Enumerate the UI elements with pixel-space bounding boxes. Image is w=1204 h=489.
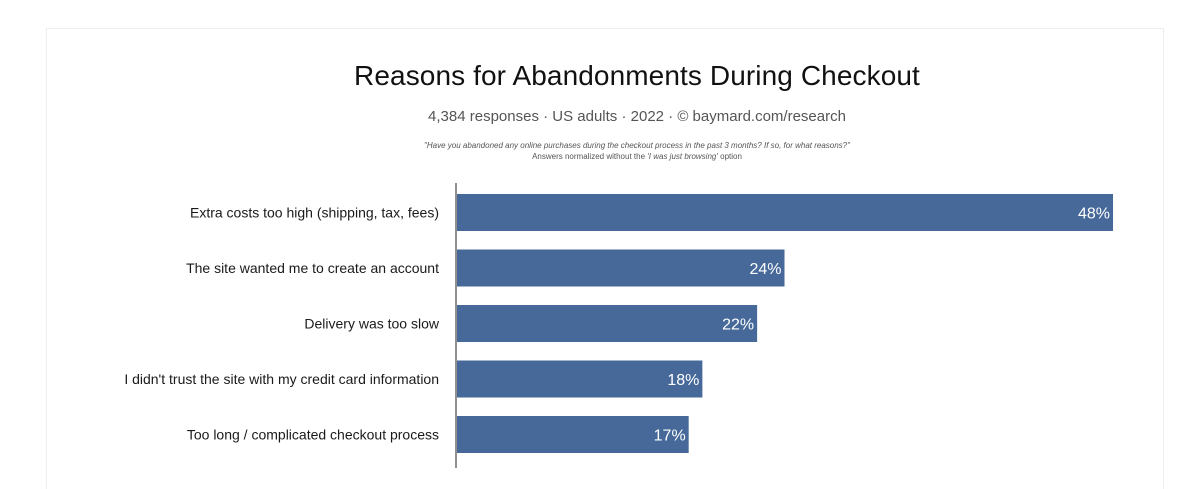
category-label: I didn't trust the site with my credit c… <box>124 371 439 387</box>
bar <box>457 416 689 453</box>
value-label: 48% <box>1078 206 1110 223</box>
value-label: 24% <box>749 261 781 278</box>
value-label: 17% <box>654 428 686 445</box>
category-label: The site wanted me to create an account <box>186 260 439 276</box>
note-emphasis: 'I was just browsing' <box>647 152 718 161</box>
survey-question: "Have you abandoned any online purchases… <box>424 141 850 150</box>
note-prefix: Answers normalized without the <box>532 152 648 161</box>
bar <box>457 305 758 342</box>
chart-title: Reasons for Abandonments During Checkout <box>354 60 920 91</box>
category-label: Delivery was too slow <box>304 316 439 332</box>
value-label: 22% <box>722 317 754 334</box>
bar <box>457 360 703 398</box>
category-label: Extra costs too high (shipping, tax, fee… <box>190 205 439 221</box>
bar <box>457 249 785 287</box>
category-label: Too long / complicated checkout process <box>187 427 439 443</box>
bar-chart: Extra costs too high (shipping, tax, fee… <box>124 183 1113 468</box>
chart-subtitle: 4,384 responses · US adults · 2022 · © b… <box>428 108 846 125</box>
bar <box>457 194 1113 231</box>
note-suffix: option <box>717 152 742 161</box>
normalization-note: Answers normalized without the 'I was ju… <box>0 152 1204 161</box>
value-label: 18% <box>667 372 699 389</box>
